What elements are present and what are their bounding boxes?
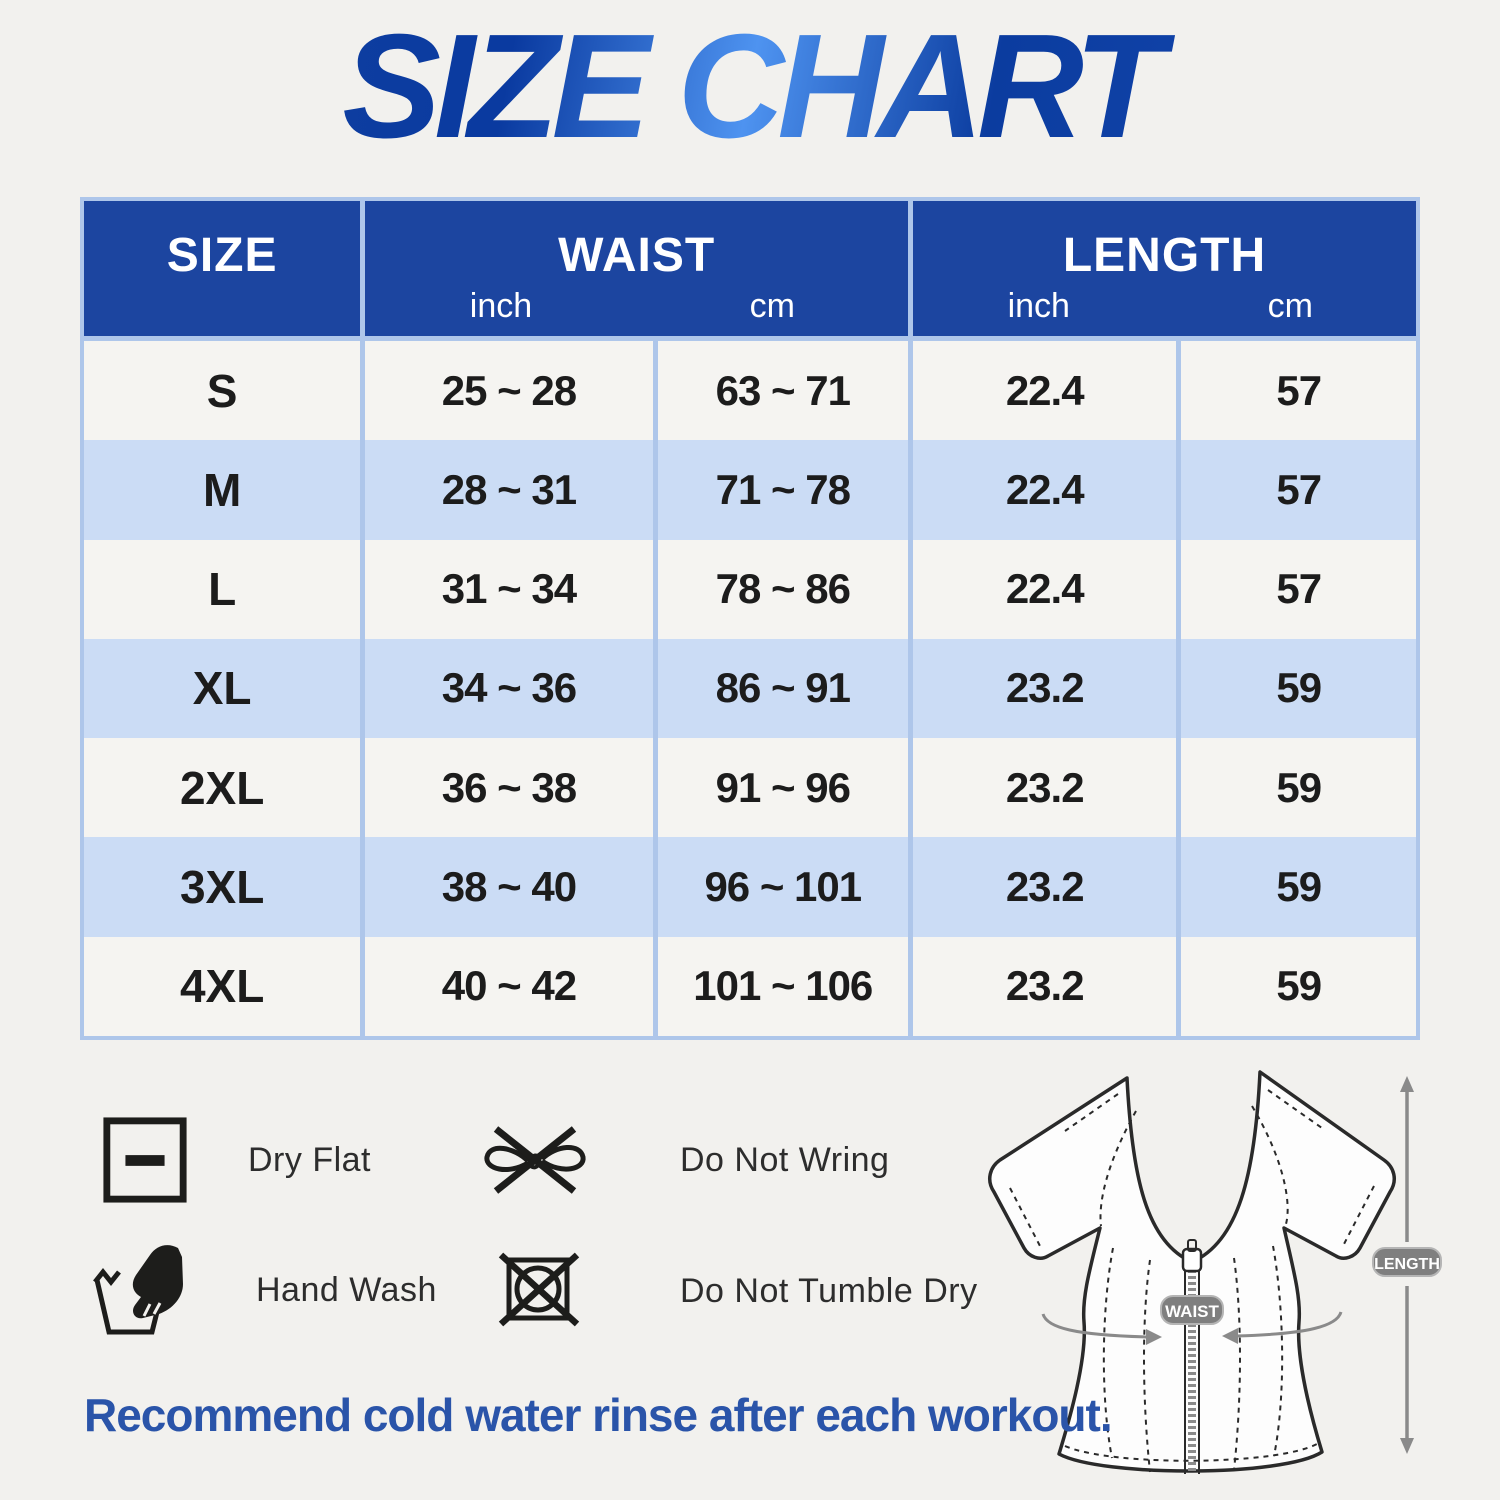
cell-waist-inch: 36 ~ 38: [365, 738, 658, 838]
cell-waist-inch: 25 ~ 28: [365, 341, 658, 441]
length-badge-label: LENGTH: [1374, 1256, 1440, 1273]
cell-waist-inch: 34 ~ 36: [365, 638, 658, 739]
waist-badge: [1160, 1295, 1224, 1325]
cell-length-cm: 59: [1276, 962, 1322, 1010]
cell-length-inch: 22.4: [913, 539, 1182, 639]
garment-diagram: WAIST LENGTH: [988, 1070, 1442, 1474]
table-header-row: SIZE WAIST inch cm LENGTH inch cm: [84, 201, 1416, 341]
cell-length-inch: 22.4: [913, 440, 1182, 540]
cell-length-cm: 59: [1276, 763, 1322, 811]
header-waist-group: WAIST inch cm: [365, 201, 914, 336]
do-not-tumble-dry-icon: [498, 1252, 580, 1327]
header-size: SIZE: [84, 201, 366, 336]
table-row-xl: XL 34 ~ 36 86 ~ 91 23.2 59: [84, 638, 1416, 739]
waist-unit-inch: inch: [469, 287, 533, 325]
cell-length-inch: 23.2: [913, 837, 1182, 937]
table-row-s: S 25 ~ 28 63 ~ 71 22.4 57: [84, 341, 1416, 441]
do-not-wring-label: Do Not Wring: [680, 1140, 890, 1179]
table-row-m: M 28 ~ 31 71 ~ 78 22.4 57: [84, 440, 1416, 540]
length-badge: [1372, 1247, 1442, 1277]
size-table: SIZE WAIST inch cm LENGTH inch cm S 25: [80, 197, 1420, 1040]
care-item-do-not-wring: Do Not Wring: [480, 1112, 889, 1208]
table-row-2xl: 2XL 36 ~ 38 91 ~ 96 23.2 59: [84, 738, 1416, 838]
footer-note: Recommend cold water rinse after each wo…: [84, 1389, 1113, 1441]
dry-flat-label: Dry Flat: [248, 1140, 371, 1179]
table-row-l: L 31 ~ 34 78 ~ 86 22.4 57: [84, 539, 1416, 639]
cell-size: 2XL: [84, 738, 366, 838]
header-size-label: SIZE: [166, 229, 278, 282]
hand-wash-icon: [93, 1245, 183, 1335]
cell-waist-inch: 31 ~ 34: [365, 539, 658, 639]
cell-length-cm: 57: [1276, 366, 1322, 414]
cell-size: 4XL: [84, 936, 366, 1036]
cell-waist-inch: 28 ~ 31: [365, 440, 658, 540]
cell-size: XL: [84, 638, 366, 739]
cell-length-cm: 57: [1276, 465, 1322, 513]
cell-waist-cm: 63 ~ 71: [658, 341, 914, 441]
length-measure: LENGTH: [1372, 1076, 1442, 1454]
header-length-label: LENGTH: [1062, 229, 1267, 282]
cell-waist-inch: 40 ~ 42: [365, 936, 658, 1036]
care-item-dry-flat: Dry Flat: [100, 1112, 371, 1208]
cell-length-inch: 23.2: [913, 638, 1182, 739]
cell-length-inch: 23.2: [913, 738, 1182, 838]
cell-waist-inch: 38 ~ 40: [365, 837, 658, 937]
waist-unit-cm: cm: [749, 287, 795, 325]
table-row-3xl: 3XL 38 ~ 40 96 ~ 101 23.2 59: [84, 837, 1416, 937]
waist-badge-label: WAIST: [1165, 1302, 1219, 1321]
cell-length-cm: 59: [1276, 863, 1322, 911]
care-item-do-not-tumble-dry: Do Not Tumble Dry: [495, 1245, 978, 1337]
care-item-hand-wash: Hand Wash: [82, 1238, 437, 1342]
cell-size: L: [84, 539, 366, 639]
dry-flat-icon: [103, 1117, 187, 1203]
header-waist-label: WAIST: [558, 229, 716, 282]
cell-length-inch: 22.4: [913, 341, 1182, 441]
cell-waist-cm: 91 ~ 96: [658, 738, 914, 838]
cell-waist-cm: 78 ~ 86: [658, 539, 914, 639]
cell-length-cm: 57: [1276, 565, 1322, 613]
header-length-group: LENGTH inch cm: [913, 201, 1416, 336]
cell-length-cm: 59: [1276, 664, 1322, 712]
table-row-4xl: 4XL 40 ~ 42 101 ~ 106 23.2 59: [84, 936, 1416, 1036]
cell-waist-cm: 101 ~ 106: [658, 936, 914, 1036]
length-unit-inch: inch: [1007, 287, 1070, 325]
do-not-tumble-dry-label: Do Not Tumble Dry: [680, 1271, 978, 1310]
cell-waist-cm: 86 ~ 91: [658, 638, 914, 739]
page-title: SIZE CHART: [0, 2, 1500, 172]
cell-size: S: [84, 341, 366, 441]
seam-lines: [1009, 1089, 1375, 1473]
do-not-wring-icon: [484, 1126, 586, 1194]
cell-waist-cm: 96 ~ 101: [658, 837, 914, 937]
cell-size: 3XL: [84, 837, 366, 937]
cell-waist-cm: 71 ~ 78: [658, 440, 914, 540]
table-body: S 25 ~ 28 63 ~ 71 22.4 57 M 28 ~ 31 71 ~…: [84, 341, 1416, 1036]
cell-length-inch: 23.2: [913, 936, 1182, 1036]
length-unit-cm: cm: [1267, 287, 1313, 325]
waist-measure: WAIST: [1041, 1295, 1343, 1345]
hand-wash-label: Hand Wash: [256, 1270, 437, 1309]
cell-size: M: [84, 440, 366, 540]
